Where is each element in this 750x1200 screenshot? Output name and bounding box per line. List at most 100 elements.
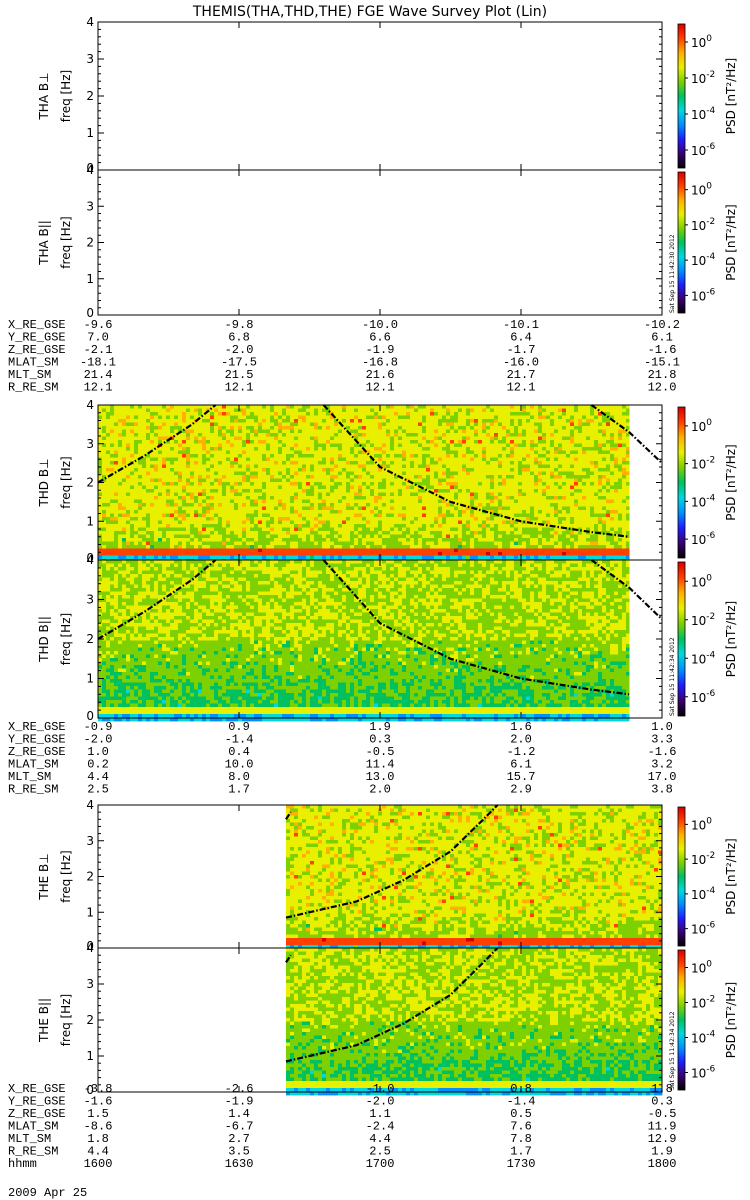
colorbar-tick-label: 10-6 [691, 142, 716, 158]
colorbar-tick-label: 10-2 [691, 70, 715, 86]
ephemeris-value: 1800 [648, 1157, 677, 1171]
timestamp-stamp: Sat Sep 15 11:42:30 2012 [669, 234, 676, 313]
ephemeris-value: 12.1 [225, 381, 254, 395]
colorbar-tick-label: 10-4 [691, 106, 716, 122]
ephemeris-label: hhmm [8, 1157, 37, 1171]
colorbar-tick-label: 100 [691, 34, 712, 50]
y-tick-label: 4 [86, 398, 94, 412]
colorbar-tick-label: 10-4 [691, 1030, 716, 1046]
colorbar-tick-label: 10-6 [691, 287, 716, 303]
colorbar-tick-label: 100 [691, 418, 712, 434]
figure-title: THEMIS(THA,THD,THE) FGE Wave Survey Plot… [192, 4, 547, 20]
timestamp-stamp: Sat Sep 15 11:42:34 2012 [669, 1011, 676, 1090]
ephemeris-value: 12.1 [507, 381, 536, 395]
colorbar-label: PSD [nT²/Hz] [724, 204, 738, 280]
ephemeris-label: R_RE_SM [8, 783, 58, 797]
colorbar-label: PSD [nT²/Hz] [724, 838, 738, 914]
colorbar-strip [678, 562, 685, 716]
y-tick-label: 3 [86, 593, 94, 607]
colorbar-tick-label: 10-2 [691, 612, 715, 628]
colorbar-label: PSD [nT²/Hz] [724, 601, 738, 677]
ephemeris-value: 1600 [84, 1157, 113, 1171]
colorbar-strip [678, 950, 685, 1090]
colorbar-tick-label: 10-4 [691, 493, 716, 509]
timestamp-stamp: Sat Sep 15 11:42:34 2012 [669, 637, 676, 716]
y-tick-label: 3 [86, 199, 94, 213]
colorbar: 100 10-2 10-4 10-6 PSD [nT²/Hz] [678, 950, 738, 1090]
y-tick-label: 2 [86, 236, 94, 250]
colorbar-strip [678, 807, 685, 946]
panel-ylabel: THD B|| [37, 616, 51, 663]
colorbar-tick-label: 100 [691, 960, 712, 976]
y-tick-label: 4 [86, 553, 94, 567]
colorbar-tick-label: 100 [691, 573, 712, 589]
ephemeris-value: 2.5 [87, 783, 109, 797]
colorbar-tick-label: 10-2 [691, 995, 715, 1011]
panel-ylabel: THE B|| [37, 998, 51, 1043]
colorbar-strip [678, 172, 685, 313]
date-label: 2009 Apr 25 [8, 1186, 87, 1200]
colorbar: 100 10-2 10-4 10-6 PSD [nT²/Hz] [678, 24, 738, 168]
ephemeris-value: 2.9 [510, 783, 532, 797]
colorbar-label: PSD [nT²/Hz] [724, 982, 738, 1058]
panel-ylabel-freq: freq [Hz] [59, 850, 73, 902]
panel-frame [98, 170, 662, 315]
y-tick-label: 4 [86, 163, 94, 177]
colorbar-tick-label: 10-4 [691, 252, 716, 268]
y-tick-label: 1 [86, 1049, 94, 1063]
panel-ylabel-freq: freq [Hz] [59, 70, 73, 122]
colorbar-tick-label: 10-2 [691, 851, 715, 867]
colorbar-tick-label: 100 [691, 182, 712, 198]
y-tick-label: 4 [86, 941, 94, 955]
y-tick-label: 2 [86, 632, 94, 646]
panel-ylabel-freq: freq [Hz] [59, 456, 73, 508]
panel-ylabel: THE B⊥ [37, 853, 51, 900]
ephemeris-value: 12.1 [84, 381, 113, 395]
spectrogram-cells [286, 948, 662, 1095]
colorbar-tick-label: 100 [691, 816, 712, 832]
spectrogram-cells [98, 560, 630, 721]
colorbar-tick-label: 10-2 [691, 456, 715, 472]
ephemeris-value: 1630 [225, 1157, 254, 1171]
y-tick-label: 3 [86, 977, 94, 991]
y-tick-label: 1 [86, 126, 94, 140]
panel-ylabel-freq: freq [Hz] [59, 216, 73, 268]
panel-ylabel-freq: freq [Hz] [59, 994, 73, 1046]
colorbar-label: PSD [nT²/Hz] [724, 58, 738, 134]
colorbar-strip [678, 407, 685, 558]
colorbar-tick-label: 10-6 [691, 1065, 716, 1081]
ephemeris-value: 1700 [366, 1157, 395, 1171]
spectrogram-cells [286, 805, 662, 949]
panel-ylabel-freq: freq [Hz] [59, 613, 73, 665]
panel-ylabel: THA B⊥ [37, 72, 51, 120]
y-tick-label: 4 [86, 15, 94, 29]
ephemeris-value: 1.7 [228, 783, 250, 797]
ephemeris-value: 12.0 [648, 381, 677, 395]
ephemeris-block: X_RE_GSE -9.6 -9.8 -10.0 -10.1 -10.2Y_RE_GSE 7… [8, 318, 680, 395]
ephemeris-value: 12.1 [366, 381, 395, 395]
y-tick-label: 4 [86, 798, 94, 812]
ephemeris-label: R_RE_SM [8, 381, 58, 395]
panel-ylabel: THA B|| [37, 220, 51, 266]
ephemeris-block: X_RE_GSE -0.9 0.9 1.9 1.6 1.0Y_RE_GSE -2.0 -1.4… [8, 720, 676, 797]
ephemeris-value: 1730 [507, 1157, 536, 1171]
y-tick-label: 2 [86, 1013, 94, 1027]
colorbar-tick-label: 10-4 [691, 650, 716, 666]
y-tick-label: 1 [86, 905, 94, 919]
colorbar-strip [678, 24, 685, 168]
ephemeris-value: 2.0 [369, 783, 391, 797]
y-tick-label: 3 [86, 437, 94, 451]
colorbar: 100 10-2 10-4 10-6 PSD [nT²/Hz] [678, 562, 738, 716]
colorbar-tick-label: 10-6 [691, 689, 716, 705]
panel-ylabel: THD B⊥ [37, 458, 51, 507]
